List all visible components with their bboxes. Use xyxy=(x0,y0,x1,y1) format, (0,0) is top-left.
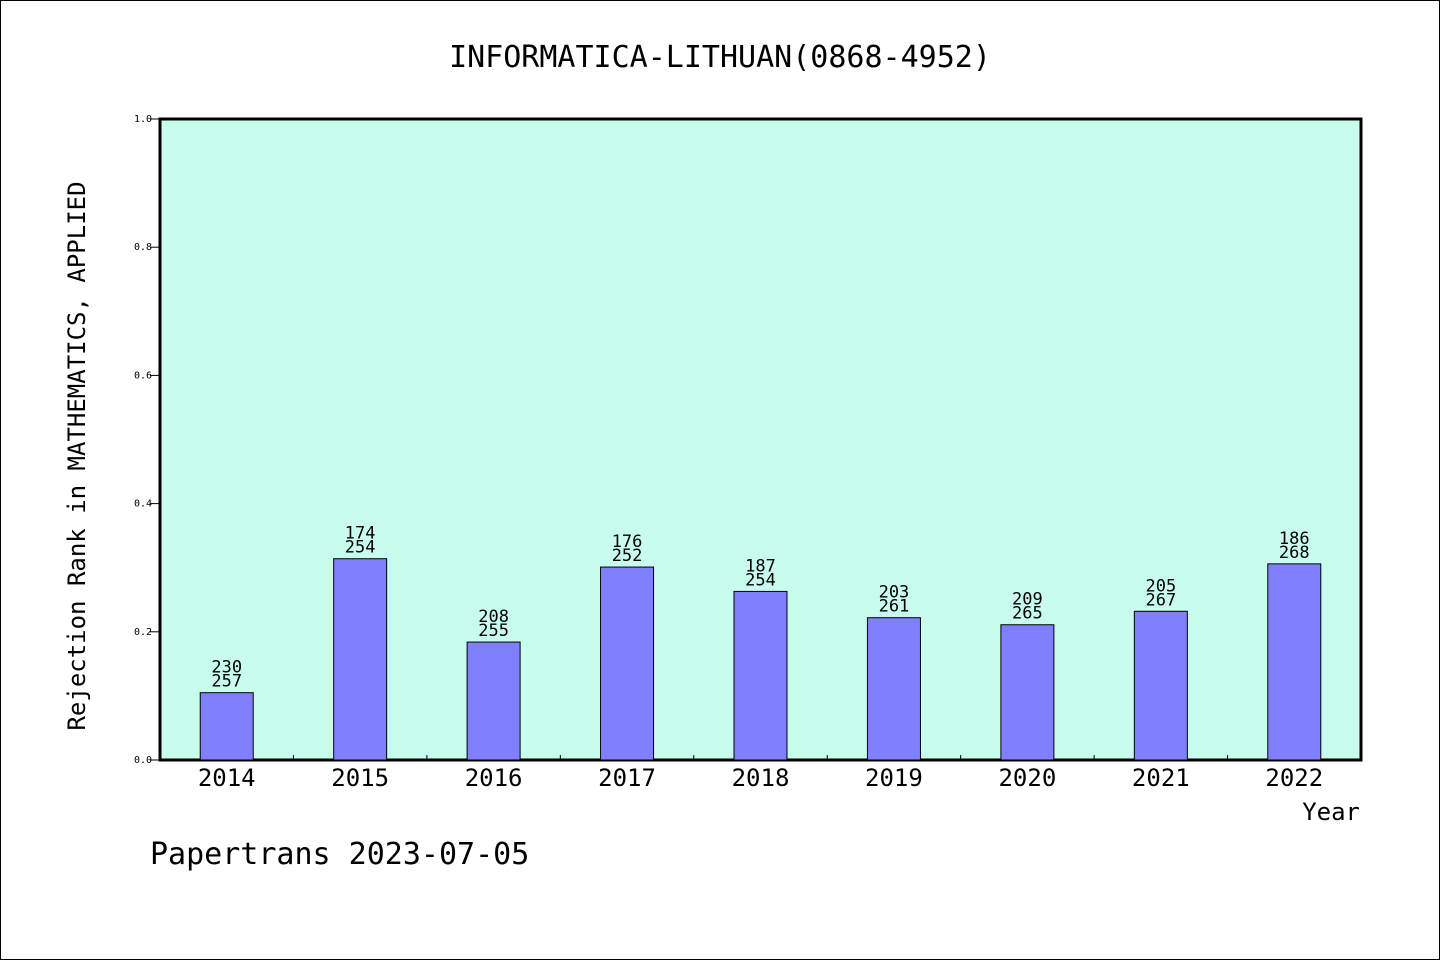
y-tick-label: 0.8 xyxy=(134,242,152,253)
x-tick-label: 2016 xyxy=(465,764,523,792)
chart-title: INFORMATICA-LITHUAN(0868-4952) xyxy=(449,40,991,75)
footer-credit: Papertrans 2023-07-05 xyxy=(150,837,529,872)
x-tick-label: 2019 xyxy=(865,764,923,792)
bar-label-total: 268 xyxy=(1279,543,1310,563)
bar xyxy=(866,617,921,761)
y-tick-label: 0.6 xyxy=(134,370,152,381)
bar-label-total: 254 xyxy=(745,570,776,590)
x-tick-label: 2014 xyxy=(198,764,256,792)
bar-label-total: 254 xyxy=(345,538,376,558)
y-axis-ticks: 0.0 0.2 0.4 0.6 0.8 1.0 xyxy=(134,114,160,766)
bar-label-rank: 203 xyxy=(879,583,910,603)
bar xyxy=(1000,624,1055,761)
bar-label-rank: 209 xyxy=(1012,590,1043,610)
bar xyxy=(466,641,521,761)
bar xyxy=(199,692,254,761)
bar xyxy=(1267,563,1322,761)
y-tick-label: 0.0 xyxy=(134,755,152,766)
bar-label-total: 267 xyxy=(1145,590,1176,610)
bar-label-rank: 230 xyxy=(211,658,242,678)
x-axis-ticks: 2014 2015 2016 2017 2018 2019 2020 2021 2022 xyxy=(198,755,1323,792)
y-tick-label: 1.0 xyxy=(134,114,152,125)
bar-label-rank: 208 xyxy=(478,607,509,627)
bar-label-rank: 174 xyxy=(345,524,376,544)
y-tick-label: 0.2 xyxy=(134,627,152,638)
bar-label-rank: 205 xyxy=(1145,576,1176,596)
y-axis-label: Rejection Rank in MATHEMATICS, APPLIED xyxy=(63,181,91,730)
x-tick-label: 2015 xyxy=(331,764,389,792)
bar xyxy=(1133,610,1188,761)
y-tick-label: 0.4 xyxy=(134,499,152,510)
x-tick-label: 2018 xyxy=(732,764,790,792)
bar-label-rank: 187 xyxy=(745,556,776,576)
x-tick-label: 2017 xyxy=(598,764,656,792)
x-tick-label: 2020 xyxy=(998,764,1056,792)
bar xyxy=(600,566,655,761)
bar-label-total: 252 xyxy=(612,546,643,566)
bar-label-total: 261 xyxy=(879,597,910,617)
bar-label-rank: 186 xyxy=(1279,529,1310,549)
bar-label-total: 257 xyxy=(211,672,242,692)
bar-label-total: 265 xyxy=(1012,604,1043,624)
x-axis-label: Year xyxy=(1302,798,1360,826)
bar xyxy=(733,590,788,761)
bar-label-total: 255 xyxy=(478,621,509,641)
bar xyxy=(333,558,388,761)
bar-label-rank: 176 xyxy=(612,532,643,552)
x-tick-label: 2021 xyxy=(1132,764,1190,792)
x-tick-label: 2022 xyxy=(1265,764,1323,792)
